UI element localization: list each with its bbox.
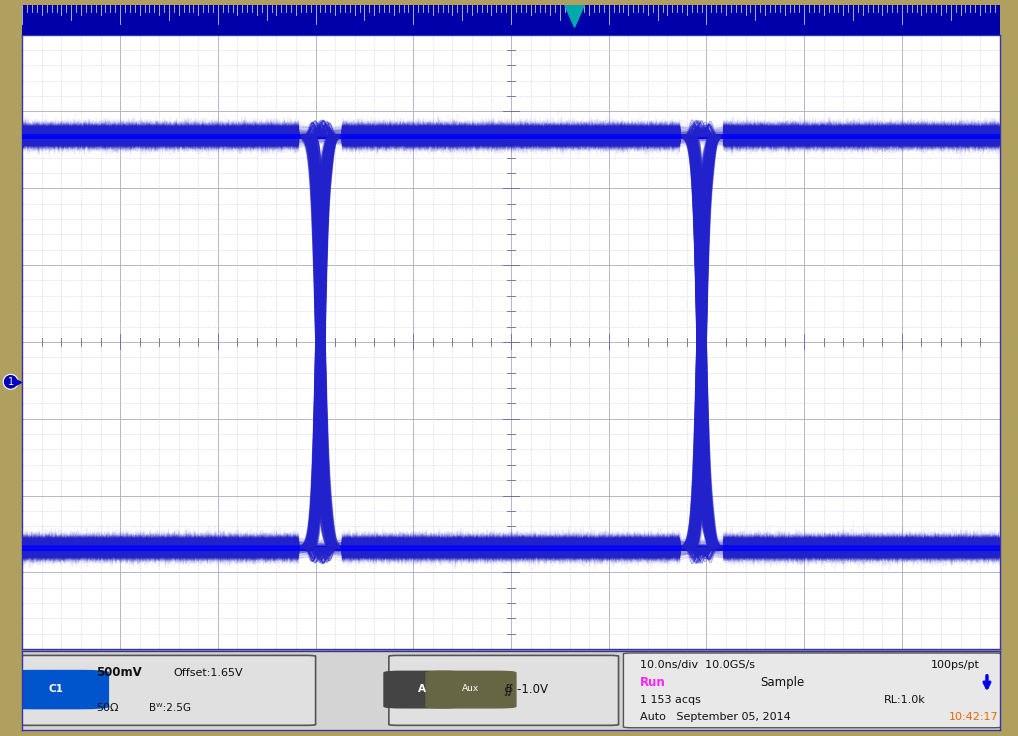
- FancyBboxPatch shape: [17, 655, 316, 726]
- Text: 500mV: 500mV: [96, 666, 142, 679]
- Text: Aux: Aux: [462, 684, 479, 693]
- FancyBboxPatch shape: [384, 671, 460, 708]
- Text: 10.0ns/div  10.0GS/s: 10.0ns/div 10.0GS/s: [640, 660, 755, 670]
- Text: 50Ω: 50Ω: [96, 703, 118, 713]
- Polygon shape: [565, 5, 584, 27]
- Text: A: A: [418, 684, 427, 694]
- Text: ∯ -1.0V: ∯ -1.0V: [504, 682, 549, 696]
- Text: 100ps/pt: 100ps/pt: [931, 660, 980, 670]
- Text: Bᵂ:2.5G: Bᵂ:2.5G: [150, 703, 191, 713]
- Text: Run: Run: [640, 676, 666, 689]
- Text: RL:1.0k: RL:1.0k: [885, 695, 926, 705]
- Text: Sample: Sample: [760, 676, 804, 689]
- Text: 1 153 acqs: 1 153 acqs: [640, 695, 701, 705]
- Text: 1: 1: [7, 377, 13, 387]
- FancyBboxPatch shape: [623, 653, 1003, 728]
- Text: C1: C1: [48, 684, 63, 694]
- Text: 10:42:17: 10:42:17: [949, 712, 999, 723]
- Text: Auto   September 05, 2014: Auto September 05, 2014: [640, 712, 791, 723]
- FancyBboxPatch shape: [389, 655, 619, 726]
- FancyBboxPatch shape: [426, 671, 516, 708]
- Text: Offset:1.65V: Offset:1.65V: [174, 668, 243, 678]
- FancyBboxPatch shape: [3, 670, 108, 709]
